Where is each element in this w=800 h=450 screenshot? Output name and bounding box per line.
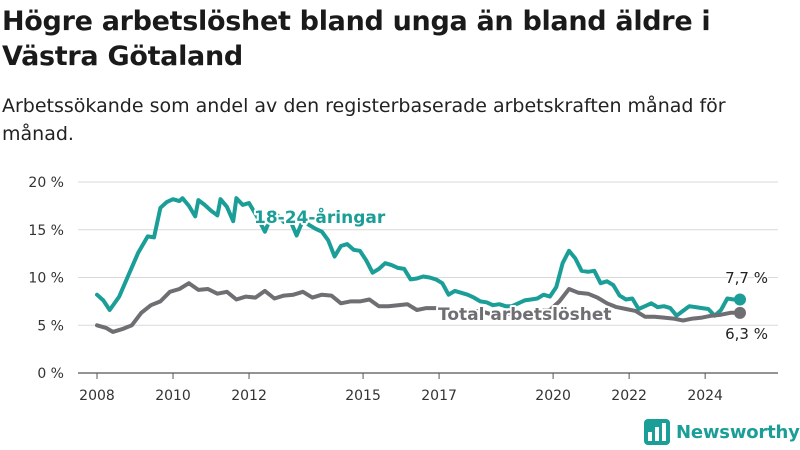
bar-chart-logo-icon [644,419,670,445]
brand-name: Newsworthy [676,421,800,443]
x-tick-label: 2015 [345,388,381,404]
x-tick-label: 2008 [79,388,115,404]
y-tick-label: 15 % [28,223,64,239]
x-tick-label: 2017 [421,388,457,404]
y-tick-label: 10 % [28,271,64,287]
y-tick-label: 0 % [37,366,64,382]
x-tick-label: 2012 [231,388,267,404]
chart-title: Högre arbetslöshet bland unga än bland ä… [2,6,711,72]
end-value-label-1: 6,3 % [725,325,768,343]
x-tick-label: 2024 [687,388,723,404]
line-chart: 0 % 5 % 10 % 15 % 20 % 2008 2010 2012 2015 2017 20… [28,175,778,404]
axis-layer: 0 % 5 % 10 % 15 % 20 % 2008 2010 2012 2015 2017 20… [28,175,723,404]
series-line-1 [95,281,742,334]
chart-subtitle: Arbetssökande som andel av den registerb… [2,95,726,145]
x-tick-label: 2010 [155,388,191,404]
series-name-label-0: 18-24-åringar [254,206,386,228]
series-name-label-1: Total arbetslöshet [438,305,612,325]
series-layer [95,196,746,334]
x-tick-label: 2022 [611,388,647,404]
series-end-point-0 [733,293,746,306]
end-value-label-0: 7,7 % [725,269,768,287]
y-tick-label: 20 % [28,175,64,191]
x-tick-label: 2020 [535,388,571,404]
label-layer: 18-24-åringar Total arbetslöshet 7,7 % 6,3 … [252,204,770,345]
y-tick-label: 5 % [37,318,64,334]
series-line-0 [95,196,742,318]
newsworthy-logo: Newsworthy [644,418,800,446]
series-end-point-1 [733,306,746,319]
